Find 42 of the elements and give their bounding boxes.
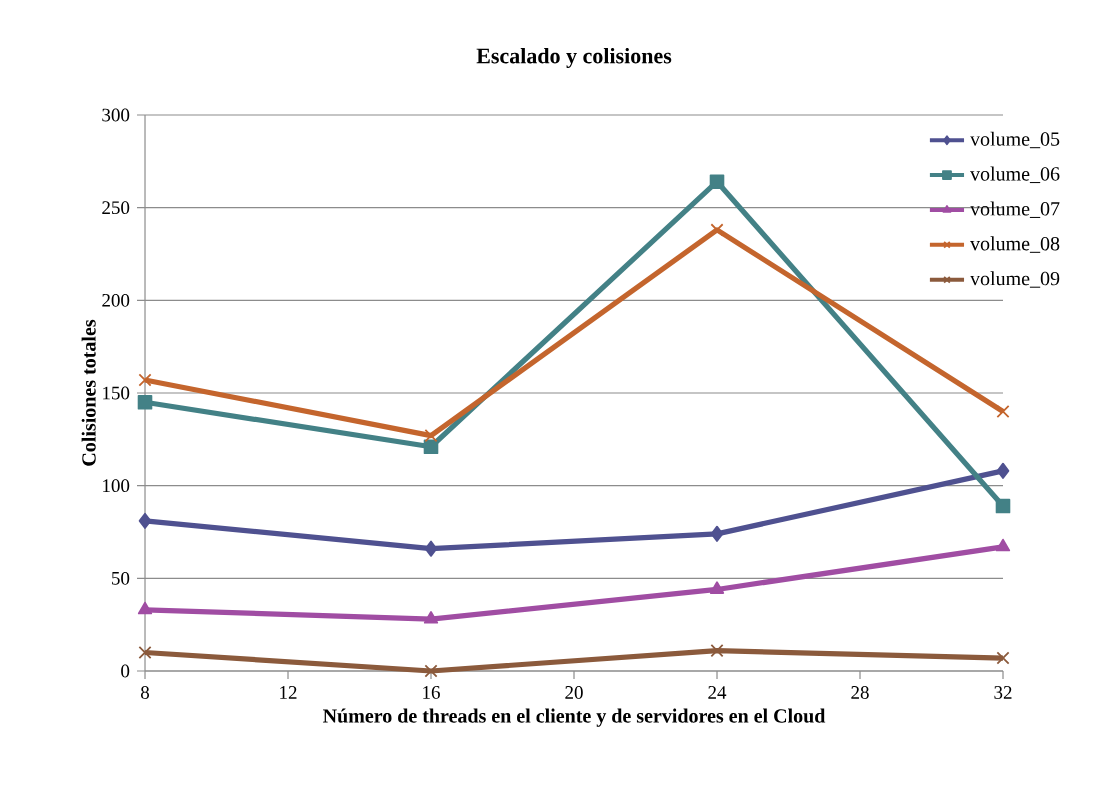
y-tick-label: 200 [102, 293, 130, 307]
y-tick-label: 250 [102, 201, 130, 215]
point [996, 651, 1010, 665]
point [138, 645, 152, 660]
legend-label: volume_09 [970, 271, 1060, 288]
x-tick-label: 28 [851, 686, 869, 699]
y-tick-label: 150 [103, 386, 130, 400]
point [710, 223, 724, 237]
legend-label: volume_06 [970, 166, 1060, 184]
point [424, 429, 438, 443]
y-tick-label: 100 [103, 479, 130, 493]
point [996, 404, 1010, 419]
point [138, 373, 152, 387]
point [996, 462, 1010, 479]
legend-label: volume_05 [970, 131, 1060, 149]
legend-label: volume_07 [970, 201, 1060, 218]
point [995, 498, 1011, 514]
point [423, 439, 439, 455]
point [995, 538, 1011, 552]
point [138, 512, 152, 529]
point [710, 644, 724, 658]
y-tick-label: 50 [112, 571, 130, 585]
point [709, 581, 725, 594]
point [424, 664, 438, 678]
point [424, 540, 438, 557]
x-tick-label: 8 [140, 686, 150, 699]
y-tick-label: 300 [102, 108, 130, 122]
point [137, 601, 153, 615]
x-tick-label: 12 [280, 686, 297, 699]
x-tick-label: 24 [708, 686, 727, 699]
point [709, 174, 725, 190]
x-axis-title: Número de threads en el cliente y de servidores en el Cloud [323, 708, 826, 727]
legend-label: volume_08 [970, 236, 1060, 253]
x-tick-label: 16 [423, 686, 440, 699]
y-axis-title: Colisiones totales [81, 319, 96, 466]
point [423, 611, 439, 624]
x-tick-label: 20 [565, 686, 583, 699]
chart-title: Escalado y colisiones [476, 47, 672, 68]
point [710, 525, 724, 542]
point [137, 394, 153, 410]
x-tick-label: 32 [994, 686, 1012, 699]
y-tick-label: 0 [121, 664, 130, 678]
